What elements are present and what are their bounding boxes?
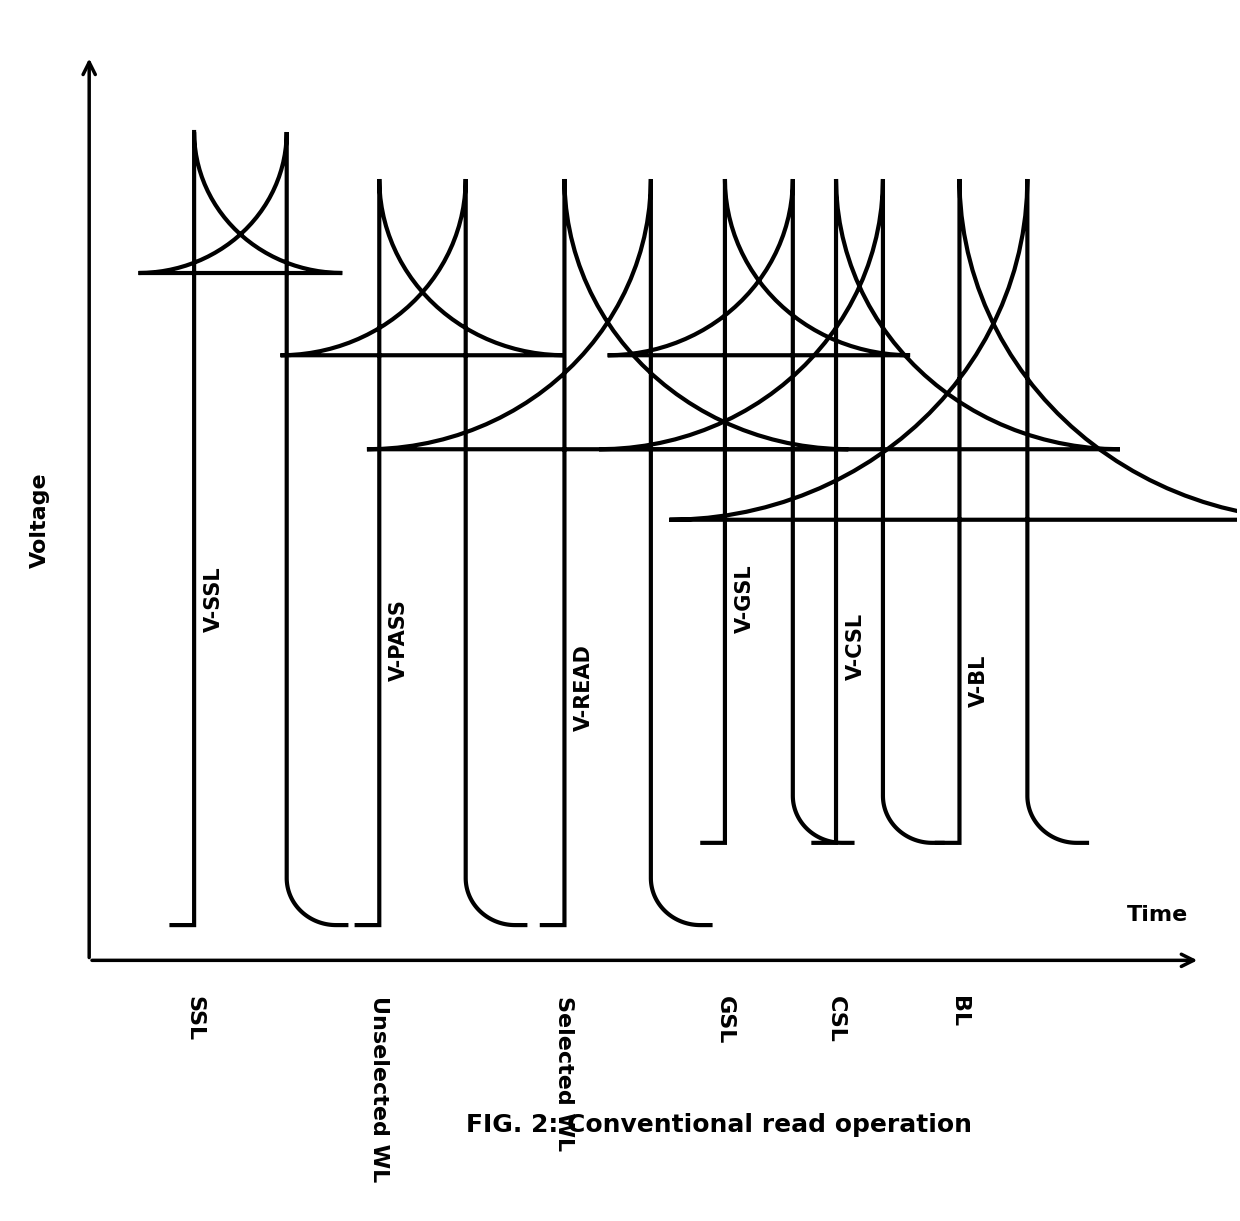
Text: BL: BL (950, 995, 970, 1027)
Text: V-CSL: V-CSL (846, 613, 866, 680)
Text: SSL: SSL (184, 995, 205, 1040)
Text: Selected WL: Selected WL (554, 995, 574, 1150)
Text: CSL: CSL (826, 995, 846, 1043)
Text: GSL: GSL (715, 995, 735, 1044)
Text: V-BL: V-BL (970, 656, 990, 707)
Text: V-READ: V-READ (574, 643, 594, 730)
Text: FIG. 2: Conventional read operation: FIG. 2: Conventional read operation (466, 1112, 972, 1137)
Text: V-SSL: V-SSL (205, 567, 224, 631)
Text: V-GSL: V-GSL (735, 565, 755, 634)
Text: Voltage: Voltage (30, 473, 50, 568)
Text: Unselected WL: Unselected WL (370, 995, 389, 1182)
Text: Time: Time (1127, 905, 1188, 926)
Text: V-PASS: V-PASS (389, 600, 409, 681)
